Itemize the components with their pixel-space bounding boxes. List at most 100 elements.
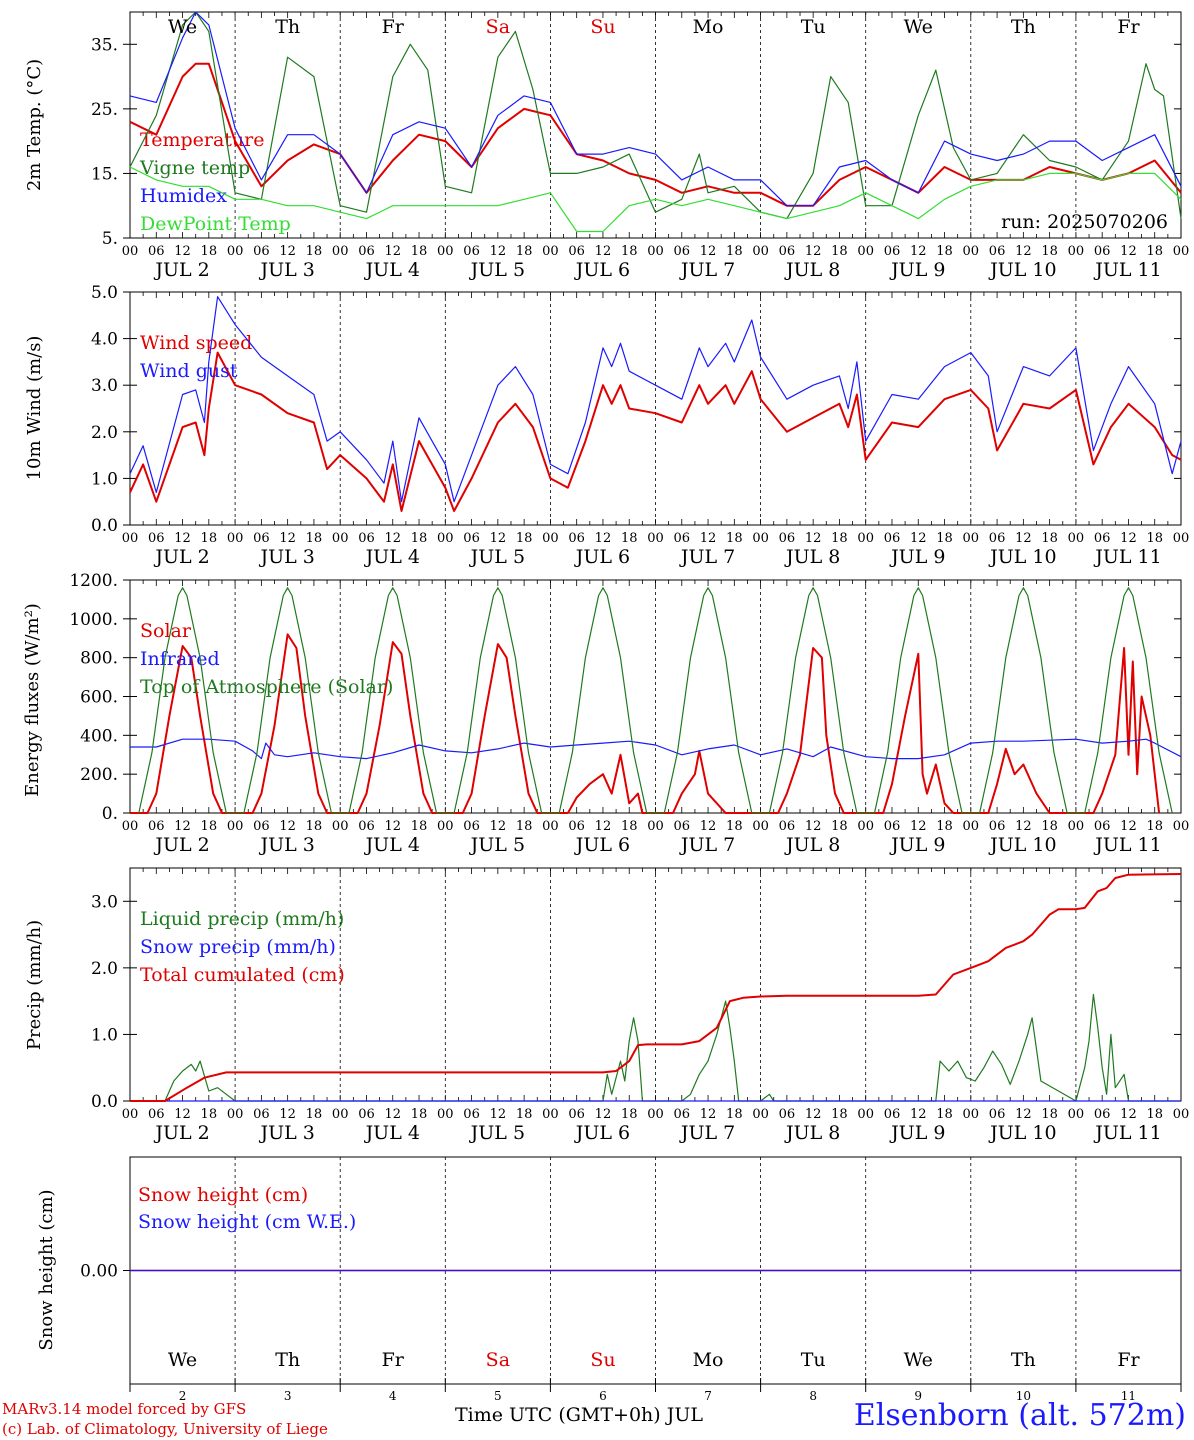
panel-energy-ytick-label: 1200.	[69, 571, 118, 591]
panel-wind-ytick-label: 2.0	[91, 423, 118, 443]
panel-energy-hour-label: 00	[227, 819, 244, 834]
panel-precip-hour-label: 18	[621, 1107, 638, 1122]
panel-wind-ytick-label: 1.0	[91, 469, 118, 489]
panel-energy-hour-label: 06	[674, 819, 691, 834]
panel-energy-hour-label: 12	[700, 819, 717, 834]
panel-wind-hour-label: 12	[700, 531, 717, 546]
panel-wind-hour-label: 12	[910, 531, 927, 546]
panel-temp-ylabel: 2m Temp. (°C)	[24, 59, 45, 191]
panel-energy-date-label: JUL 8	[784, 834, 840, 856]
panel-precip-hour-label: 12	[595, 1107, 612, 1122]
panel-precip-hour-label: 18	[726, 1107, 743, 1122]
weekday-label-top: Fr	[1117, 16, 1140, 38]
panel-wind-date-label: JUL 10	[988, 546, 1056, 568]
panel-precip-hour-label: 12	[490, 1107, 507, 1122]
panel-energy-hour-label: 00	[963, 819, 980, 834]
panel-energy-hour-label: 18	[306, 819, 323, 834]
panel-energy-hour-label: 06	[253, 819, 270, 834]
panel-precip-hour-label: 18	[936, 1107, 953, 1122]
weekday-label-bottom: Fr	[382, 1349, 405, 1371]
panel-wind-date-label: JUL 9	[889, 546, 945, 568]
panel-energy-hour-label: 12	[1120, 819, 1137, 834]
panel-temp-date-label: JUL 8	[784, 259, 840, 281]
panel-temp-hour-label: 00	[227, 244, 244, 259]
panel-energy-hour-label: 00	[437, 819, 454, 834]
panel-wind-hour-label: 18	[1041, 531, 1058, 546]
panel-temp-hour-label: 06	[779, 244, 796, 259]
weekday-label-bottom: Th	[1011, 1349, 1036, 1371]
panel-temp-hour-label: 18	[201, 244, 218, 259]
panel-wind-hour-label: 12	[384, 531, 401, 546]
panel-wind-hour-label: 12	[174, 531, 191, 546]
panel-precip-date-label: JUL 11	[1093, 1122, 1161, 1144]
panel-energy-date-label: JUL 10	[988, 834, 1056, 856]
panel-wind-hour-label: 00	[332, 531, 349, 546]
panel-energy-hour-label: 06	[779, 819, 796, 834]
station-name: Elsenborn (alt. 572m)	[853, 1398, 1186, 1433]
panel-energy-series-solar	[130, 633, 1161, 814]
panel-precip-ytick-label: 1.0	[91, 1025, 118, 1045]
panel-energy-ytick-label: 800.	[80, 649, 118, 669]
weekday-label-top: Sa	[486, 16, 510, 38]
panel-energy-hour-label: 18	[516, 819, 533, 834]
day-number-label: 11	[1121, 1389, 1136, 1403]
panel-temp-hour-label: 12	[1120, 244, 1137, 259]
panel-energy-date-label: JUL 2	[153, 834, 209, 856]
panel-wind-hour-label: 06	[463, 531, 480, 546]
panel-wind-ytick-label: 0.0	[91, 516, 118, 536]
panel-temp-hour-label: 12	[490, 244, 507, 259]
panel-precip-hour-label: 18	[1146, 1107, 1163, 1122]
panel-temp-hour-label: 18	[516, 244, 533, 259]
panel-precip-hour-label: 12	[805, 1107, 822, 1122]
panel-wind-hour-label: 18	[621, 531, 638, 546]
panel-wind-series-wind-speed	[129, 351, 1182, 512]
panel-temp-legend-1: Vigne temp	[139, 157, 250, 179]
panel-wind-hour-label: 06	[884, 531, 901, 546]
panel-snow-legend-0: Snow height (cm)	[138, 1184, 308, 1206]
panel-energy-hour-label: 12	[805, 819, 822, 834]
panel-wind-hour-label: 00	[857, 531, 874, 546]
panel-precip-hour-label: 00	[122, 1107, 139, 1122]
panel-temp-hour-label: 12	[700, 244, 717, 259]
panel-precip-hour-label: 12	[1015, 1107, 1032, 1122]
panel-energy-hour-label: 06	[148, 819, 165, 834]
panel-temp-hour-label: 00	[437, 244, 454, 259]
panel-precip-hour-label: 00	[647, 1107, 664, 1122]
panel-wind-hour-label: 12	[1015, 531, 1032, 546]
panel-precip-series-total-cumulated-cm-	[130, 873, 1182, 1102]
panel-wind-hour-label: 06	[148, 531, 165, 546]
panel-temp-hour-label: 00	[122, 244, 139, 259]
panel-wind-legend-0: Wind speed	[140, 332, 252, 354]
credit-model: MARv3.14 model forced by GFS	[2, 1400, 247, 1418]
panel-temp-hour-label: 06	[989, 244, 1006, 259]
panel-energy-hour-label: 12	[1015, 819, 1032, 834]
panel-energy-hour-label: 18	[411, 819, 428, 834]
panel-precip-hour-label: 18	[516, 1107, 533, 1122]
panel-temp-hour-label: 18	[936, 244, 953, 259]
panel-energy-date-label: JUL 5	[469, 834, 525, 856]
panel-wind-hour-label: 00	[437, 531, 454, 546]
panel-precip-date-label: JUL 6	[574, 1122, 630, 1144]
panel-precip-ylabel: Precip (mm/h)	[24, 920, 45, 1050]
panel-precip-date-label: JUL 10	[988, 1122, 1056, 1144]
weekday-label-top: We	[904, 16, 933, 38]
panel-energy-hour-label: 00	[122, 819, 139, 834]
panel-wind-hour-label: 18	[936, 531, 953, 546]
panel-wind-date-label: JUL 4	[364, 546, 420, 568]
day-number-label: 4	[389, 1389, 397, 1403]
panel-temp-hour-label: 06	[463, 244, 480, 259]
panel-energy-series-infrared	[130, 738, 1182, 760]
panel-precip-hour-label: 06	[463, 1107, 480, 1122]
run-label: run: 2025070206	[1001, 211, 1168, 233]
panel-precip-hour-label: 00	[542, 1107, 559, 1122]
panel-energy-hour-label: 06	[884, 819, 901, 834]
panel-precip-hour-label: 06	[779, 1107, 796, 1122]
panel-temp-hour-label: 00	[857, 244, 874, 259]
panel-wind-series-wind-gust	[129, 296, 1182, 503]
panel-energy-legend-1: Infrared	[140, 648, 220, 670]
weekday-label-bottom: Th	[275, 1349, 300, 1371]
panel-energy-hour-label: 18	[831, 819, 848, 834]
panel-temp-legend-3: DewPoint Temp	[140, 213, 291, 235]
panel-energy-date-label: JUL 3	[258, 834, 314, 856]
panel-temp-date-label: JUL 10	[988, 259, 1056, 281]
